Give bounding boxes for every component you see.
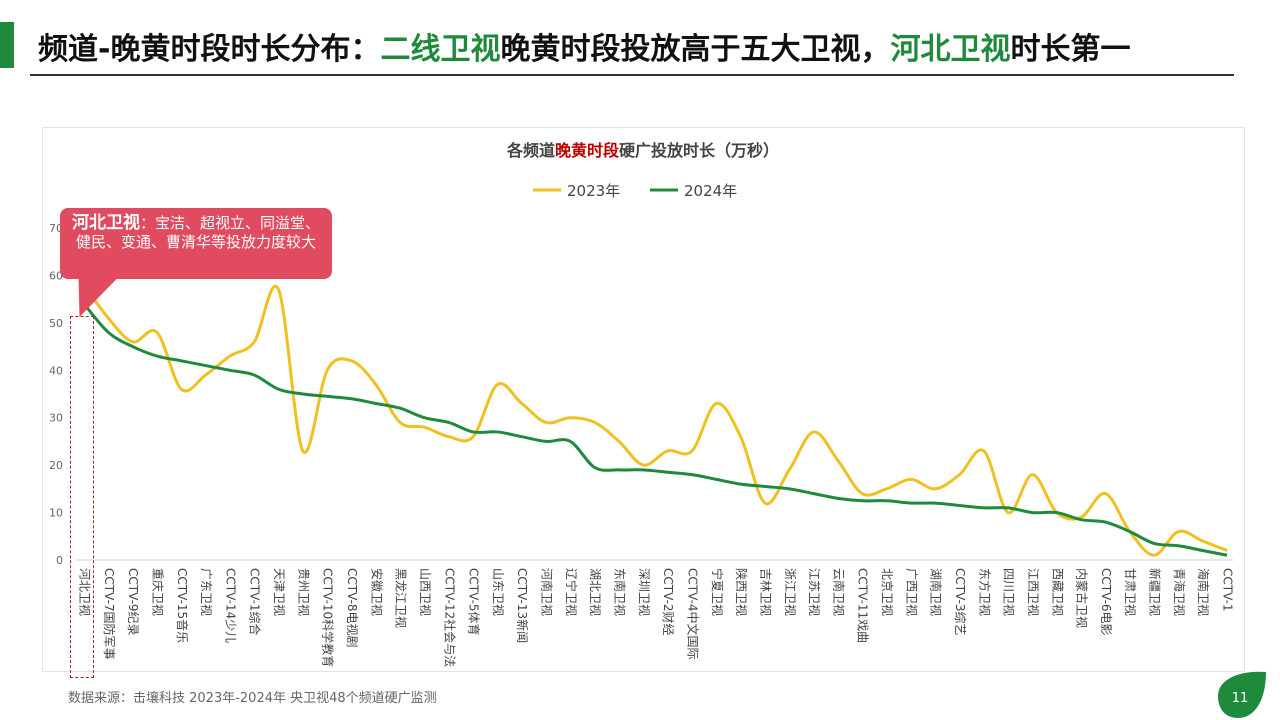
- x-tick-label: 重庆卫视: [150, 568, 165, 616]
- title-suffix: 时长第一: [1010, 32, 1131, 67]
- y-tick-label: 40: [49, 364, 63, 377]
- chart-title: 各频道晚黄时段硬广投放时长（万秒）: [506, 141, 779, 160]
- callout-name: 河北卫视: [71, 213, 140, 233]
- x-axis-labels: 河北卫视 CCTV-7国防军事 CCTV-9纪录 重庆卫视 CCTV-15音乐 广东卫视 C…: [78, 568, 1235, 667]
- x-tick-label: CCTV-3综艺: [953, 568, 967, 636]
- x-tick-label: 吉林卫视: [758, 568, 773, 616]
- y-tick-label: 10: [49, 507, 63, 520]
- y-tick-label: 50: [49, 317, 63, 330]
- x-tick-label: CCTV-13新闻: [515, 568, 530, 643]
- x-tick-label: CCTV-14少儿: [223, 568, 237, 643]
- accent-bar: [0, 22, 14, 68]
- hebei-highlight-box: [70, 316, 94, 678]
- x-tick-label: 浙江卫视: [783, 568, 798, 616]
- page-title: 频道-晚黄时段时长分布：二线卫视晚黄时段投放高于五大卫视，河北卫视时长第一: [38, 24, 1130, 68]
- x-tick-label: 湖南卫视: [929, 568, 944, 616]
- series-line-2024年: [82, 302, 1228, 557]
- x-tick-label: CCTV-8电视剧: [345, 568, 360, 648]
- callout-text: ：宝洁、超视立、同溢堂、健民、变通、曹清华等投放力度较大: [75, 214, 320, 251]
- y-tick-label: 20: [49, 459, 63, 472]
- x-tick-label: 深圳卫视: [637, 568, 652, 616]
- x-tick-label: 青海卫视: [1172, 568, 1187, 616]
- x-tick-label: CCTV-4中文国际: [685, 568, 700, 660]
- title-mid: 晚黄时段投放高于五大卫视，: [500, 32, 891, 67]
- x-tick-label: 山西卫视: [418, 568, 433, 616]
- x-tick-label: 天津卫视: [272, 568, 287, 616]
- x-tick-label: CCTV-10科学教育: [321, 568, 336, 667]
- x-tick-label: CCTV-7国防军事: [102, 568, 117, 660]
- series-lines: [82, 284, 1228, 557]
- page-number-badge: 11: [1218, 671, 1266, 718]
- x-tick-label: 安徽卫视: [369, 568, 384, 616]
- x-tick-label: CCTV-5体育: [467, 568, 482, 636]
- x-tick-label: CCTV-1: [1221, 568, 1235, 612]
- x-tick-label: CCTV-15音乐: [175, 568, 190, 643]
- x-tick-label: 广东卫视: [199, 568, 214, 616]
- x-tick-label: 辽宁卫视: [564, 568, 579, 616]
- y-axis: 0 10 20 30 40 50 60 70: [49, 222, 63, 567]
- x-tick-label: 海南卫视: [1196, 568, 1211, 616]
- chart-legend: 2023年 2024年: [533, 182, 737, 200]
- x-tick-label: 广西卫视: [904, 568, 919, 616]
- x-tick-label: 云南卫视: [831, 568, 846, 616]
- chart-title-highlight: 晚黄时段: [555, 141, 620, 160]
- data-source: 数据来源：击壤科技 2023年-2024年 央卫视48个频道硬广监测: [68, 691, 437, 706]
- x-tick-label: 东南卫视: [613, 568, 628, 616]
- x-tick-label: CCTV-11戏曲: [856, 568, 870, 643]
- x-tick-label: 江苏卫视: [807, 568, 822, 616]
- line-chart: 各频道晚黄时段硬广投放时长（万秒） 2023年 2024年 0 10 20 30 40 5…: [49, 141, 1235, 667]
- page-number: 11: [1232, 691, 1249, 706]
- x-tick-label: 宁夏卫视: [710, 568, 725, 616]
- x-tick-label: 陕西卫视: [734, 568, 749, 616]
- y-tick-label: 30: [49, 412, 63, 425]
- x-tick-label: 贵州卫视: [296, 568, 311, 616]
- x-tick-label: CCTV-1综合: [248, 568, 263, 636]
- x-tick-label: CCTV-2财经: [661, 568, 675, 636]
- x-tick-label: 内蒙古卫视: [1075, 568, 1090, 628]
- x-tick-label: CCTV-9纪录: [126, 568, 140, 636]
- title-highlight-2: 河北卫视: [890, 32, 1011, 67]
- chart-title-before: 各频道: [506, 141, 555, 160]
- x-tick-label: 河南卫视: [540, 568, 555, 616]
- x-tick-label: 甘肃卫视: [1123, 568, 1138, 616]
- x-tick-label: 新疆卫视: [1148, 568, 1163, 616]
- x-tick-label: 东方卫视: [977, 568, 992, 616]
- x-tick-label: 山东卫视: [491, 568, 506, 616]
- hebei-callout: 河北卫视：宝洁、超视立、同溢堂、健民、变通、曹清华等投放力度较大: [60, 208, 332, 279]
- x-tick-label: 北京卫视: [880, 568, 895, 616]
- legend-label-2023: 2023年: [567, 182, 620, 200]
- x-tick-label: CCTV-6电影: [1099, 568, 1113, 636]
- x-tick-label: 西藏卫视: [1050, 568, 1065, 616]
- legend-label-2024: 2024年: [684, 182, 737, 200]
- x-tick-label: 黑龙江卫视: [394, 568, 409, 628]
- title-divider: [30, 74, 1234, 76]
- x-tick-label: 江西卫视: [1026, 568, 1041, 616]
- x-tick-label: 湖北卫视: [588, 568, 603, 616]
- chart-title-after: 硬广投放时长（万秒）: [619, 141, 779, 160]
- title-prefix: 频道-晚黄时段时长分布：: [38, 32, 381, 67]
- series-line-2023年: [82, 284, 1228, 557]
- title-highlight-1: 二线卫视: [380, 32, 501, 67]
- leaf-icon: [1218, 671, 1266, 718]
- x-tick-label: CCTV-12社会与法: [442, 568, 457, 667]
- y-tick-label: 70: [49, 222, 63, 235]
- y-tick-label: 0: [56, 554, 63, 567]
- x-tick-label: 河北卫视: [78, 568, 93, 616]
- y-tick-label: 60: [49, 269, 63, 282]
- x-tick-label: 四川卫视: [1002, 568, 1017, 616]
